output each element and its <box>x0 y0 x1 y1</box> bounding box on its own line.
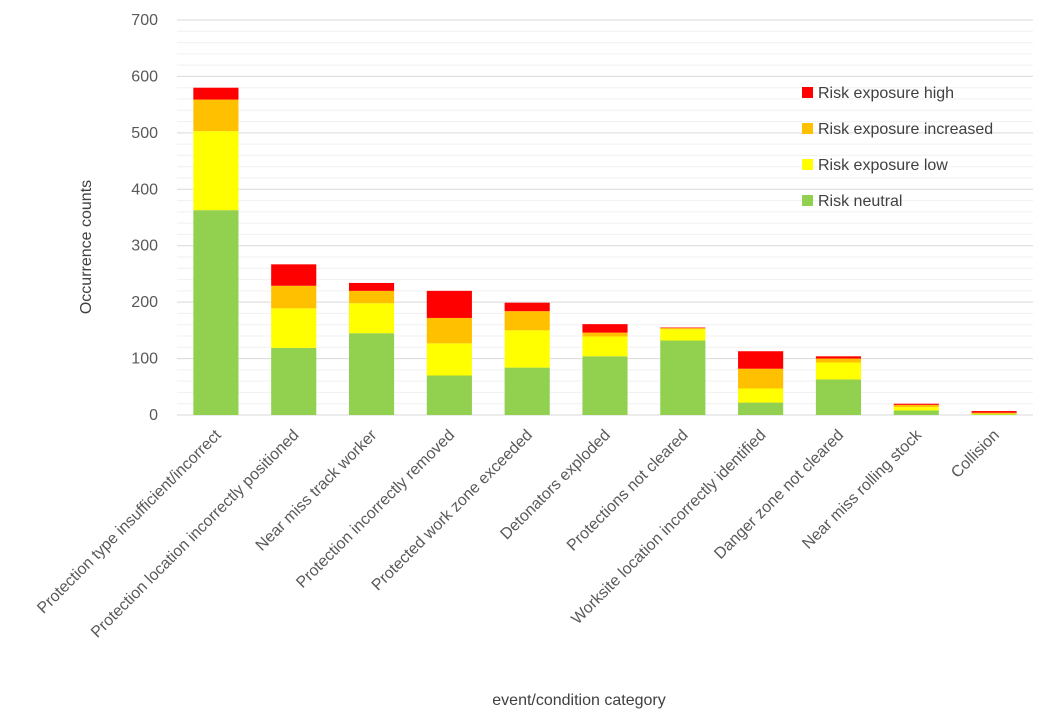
legend-label: Risk neutral <box>818 193 902 210</box>
bar-segment <box>815 362 862 380</box>
legend-label: Risk exposure increased <box>818 121 993 138</box>
x-tick-label: Protection incorrectly removed <box>293 427 458 592</box>
bar-segment <box>504 330 550 368</box>
legend-label: Risk exposure high <box>818 85 954 102</box>
bar-segment <box>193 210 239 415</box>
bar-segment <box>738 402 784 415</box>
legend-swatch <box>802 159 813 170</box>
bar-segment <box>193 87 239 100</box>
y-tick-label: 500 <box>131 125 158 142</box>
bar-segment <box>426 343 472 376</box>
x-axis-ticks: Protection type insufficient/incorrectPr… <box>34 426 1003 641</box>
bar-segment <box>660 340 706 415</box>
bar-segment <box>271 285 317 309</box>
y-tick-label: 700 <box>131 12 158 29</box>
y-tick-label: 100 <box>131 351 158 368</box>
legend-swatch <box>802 195 813 206</box>
bar-segment <box>504 302 550 312</box>
bar-segment <box>504 311 550 331</box>
legend: Risk exposure high Risk exposure increase… <box>802 85 993 210</box>
bar-segment <box>348 333 395 415</box>
bar-segment <box>660 328 706 330</box>
legend-label: Risk exposure low <box>818 157 948 174</box>
bar-segment <box>738 388 784 403</box>
y-axis-title: Occurrence counts <box>78 180 95 314</box>
bar-segment <box>348 303 395 334</box>
bar-segment <box>660 327 706 329</box>
y-tick-label: 0 <box>149 407 158 424</box>
bar-segment <box>893 410 939 415</box>
bar-segment <box>348 282 395 291</box>
bar-segment <box>815 358 862 363</box>
x-tick-label: Danger zone not cleared <box>711 427 847 563</box>
bar-segment <box>582 356 628 415</box>
x-tick-label: Collision <box>948 427 1003 482</box>
bar-segment <box>193 99 239 132</box>
bar-segment <box>815 356 862 359</box>
y-tick-label: 200 <box>131 294 158 311</box>
bar-segment <box>582 336 628 357</box>
bar-segment <box>971 413 1017 415</box>
bar-segment <box>971 414 1017 415</box>
bar-segment <box>582 332 628 337</box>
y-axis-ticks: 0 100 200 300 400 500 600 700 <box>131 12 158 424</box>
legend-swatch <box>802 123 813 134</box>
bars <box>193 87 1017 415</box>
bar-segment <box>271 264 317 286</box>
bar-segment <box>271 308 317 348</box>
bar-segment <box>738 351 784 369</box>
bar-segment <box>660 329 706 341</box>
y-tick-label: 600 <box>131 68 158 85</box>
bar-segment <box>893 403 939 405</box>
bar-segment <box>193 131 239 211</box>
bar-segment <box>504 367 550 415</box>
y-tick-label: 300 <box>131 238 158 255</box>
x-axis-title: event/condition category <box>492 692 665 709</box>
bar-segment <box>582 324 628 333</box>
bar-segment <box>271 347 317 415</box>
legend-swatch <box>802 87 813 98</box>
bar-segment <box>971 412 1017 414</box>
x-tick-label: Protected work zone exceeded <box>369 427 536 594</box>
bar-segment <box>971 411 1017 413</box>
bar-segment <box>893 404 939 408</box>
bar-segment <box>348 290 395 304</box>
bar-segment <box>893 407 939 411</box>
bar-segment <box>738 368 784 389</box>
bar-segment <box>426 317 472 344</box>
bar-segment <box>815 379 862 415</box>
bar-segment <box>426 290 472 318</box>
gridlines <box>177 19 1033 405</box>
y-tick-label: 400 <box>131 181 158 198</box>
bar-segment <box>426 375 472 415</box>
